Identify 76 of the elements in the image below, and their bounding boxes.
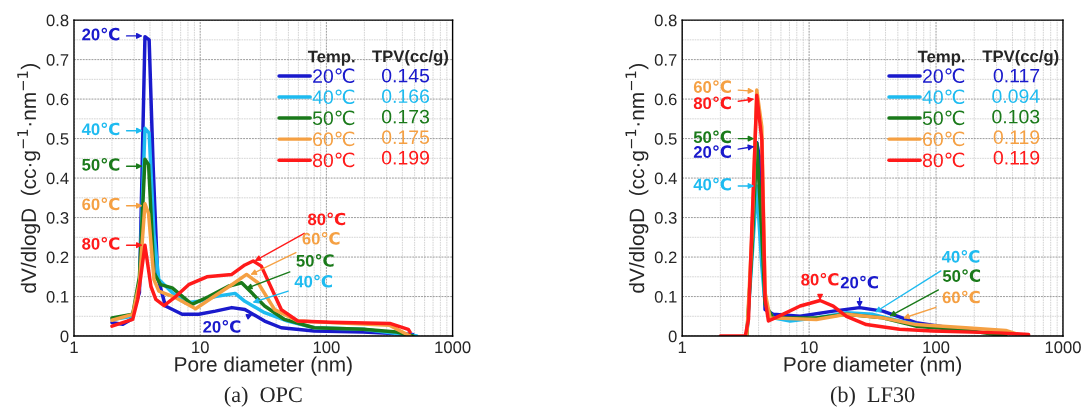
annotation: 60℃	[302, 231, 340, 245]
legend-label: 40℃	[922, 89, 965, 105]
y-tick-label: 0.6	[654, 93, 677, 106]
annotation: 40℃	[81, 122, 120, 136]
y-tick-label: 0.7	[654, 54, 677, 66]
annotation: TPV(cc/g)	[372, 49, 448, 66]
annotation: 0.145	[382, 68, 430, 83]
annotation: 20℃	[203, 320, 241, 333]
text: (a) OPC	[224, 386, 302, 407]
annotation: 0.119	[993, 150, 1040, 165]
annotation: 0.199	[382, 150, 429, 165]
y-tick-label: 0.1	[46, 290, 69, 303]
y-tick-label: 0.2	[654, 251, 677, 264]
y-axis-title: dV/dlogD (cc·g$^{−1}$·nm$^{−1}$)	[17, 63, 41, 293]
annotation: 0.175	[382, 130, 430, 145]
legend-label: 50℃	[312, 110, 355, 126]
annotation: 0.166	[382, 89, 430, 104]
annotation: 20℃	[840, 275, 878, 289]
x-tick-label: 1	[70, 341, 78, 353]
annotation: 80℃	[82, 237, 120, 250]
y-tick-label: 0.3	[654, 211, 677, 224]
legend-title: Temp.	[917, 50, 965, 66]
annotation: 50℃	[693, 130, 731, 144]
annotation: 50℃	[82, 158, 120, 171]
legend-label: 20℃	[313, 68, 355, 84]
x-tick-label: 100	[923, 341, 950, 354]
x-tick-label: 1000	[1045, 341, 1081, 354]
legend-label: 80℃	[312, 152, 355, 168]
x-tick-label: 1	[678, 341, 686, 353]
y-tick-label: 0.7	[46, 54, 69, 66]
y-tick-label: 0.4	[654, 172, 677, 185]
annotation: 40℃	[941, 250, 980, 263]
annotation: 0.103	[992, 109, 1040, 124]
legend-label: 80℃	[922, 152, 965, 168]
annotation: 0.119	[993, 130, 1040, 145]
annotation: 40℃	[294, 274, 332, 288]
annotation: 80℃	[801, 272, 839, 286]
annotation: 80℃	[308, 212, 346, 226]
annotation: TPV(cc/g)	[982, 49, 1059, 66]
y-tick-label: 0.6	[46, 93, 69, 106]
x-tick-label: 10	[192, 341, 209, 354]
annotation: 20℃	[693, 145, 731, 158]
x-tick-label: 1000	[435, 341, 471, 354]
annotation: 60℃	[942, 290, 980, 304]
y-tick-label: 0	[60, 330, 69, 343]
y-tick-label: 0	[668, 330, 677, 343]
legend-label: 50℃	[922, 110, 965, 126]
x-tick-label: 100	[313, 341, 340, 354]
annotation: 20℃	[82, 27, 120, 41]
annotation: 40℃	[693, 177, 731, 191]
annotation: 0.173	[382, 109, 430, 124]
legend-label: 60℃	[923, 131, 965, 147]
x-axis-title: Pore diameter (nm)	[784, 356, 962, 376]
y-tick-label: 0.4	[46, 172, 69, 185]
y-tick-label: 0.3	[46, 211, 69, 224]
annotation: 0.094	[992, 89, 1040, 104]
y-tick-label: 0.2	[46, 251, 69, 264]
legend-label: 60℃	[313, 131, 355, 147]
y-tick-label: 0.5	[654, 132, 677, 145]
annotation: 60℃	[82, 197, 120, 211]
x-axis-title: Pore diameter (nm)	[175, 356, 352, 376]
annotation: 50℃	[296, 254, 334, 267]
annotation: 50℃	[942, 269, 981, 282]
y-tick-label: 0.5	[46, 132, 69, 145]
annotation: 60℃	[693, 80, 731, 93]
x-tick-label: 10	[801, 341, 818, 354]
legend-label: 20℃	[923, 68, 965, 84]
legend-title: Temp.	[307, 50, 355, 66]
y-tick-label: 0.8	[46, 14, 69, 27]
y-axis-title: dV/dlogD (cc·g$^{−1}$·nm$^{−1}$)	[625, 63, 649, 293]
legend-label: 40℃	[312, 89, 355, 105]
y-tick-label: 0.8	[654, 14, 677, 27]
y-tick-label: 0.1	[654, 290, 677, 303]
annotation: 0.117	[993, 68, 1040, 83]
annotation: 80℃	[693, 96, 731, 110]
text: (b) LF30	[830, 386, 915, 407]
